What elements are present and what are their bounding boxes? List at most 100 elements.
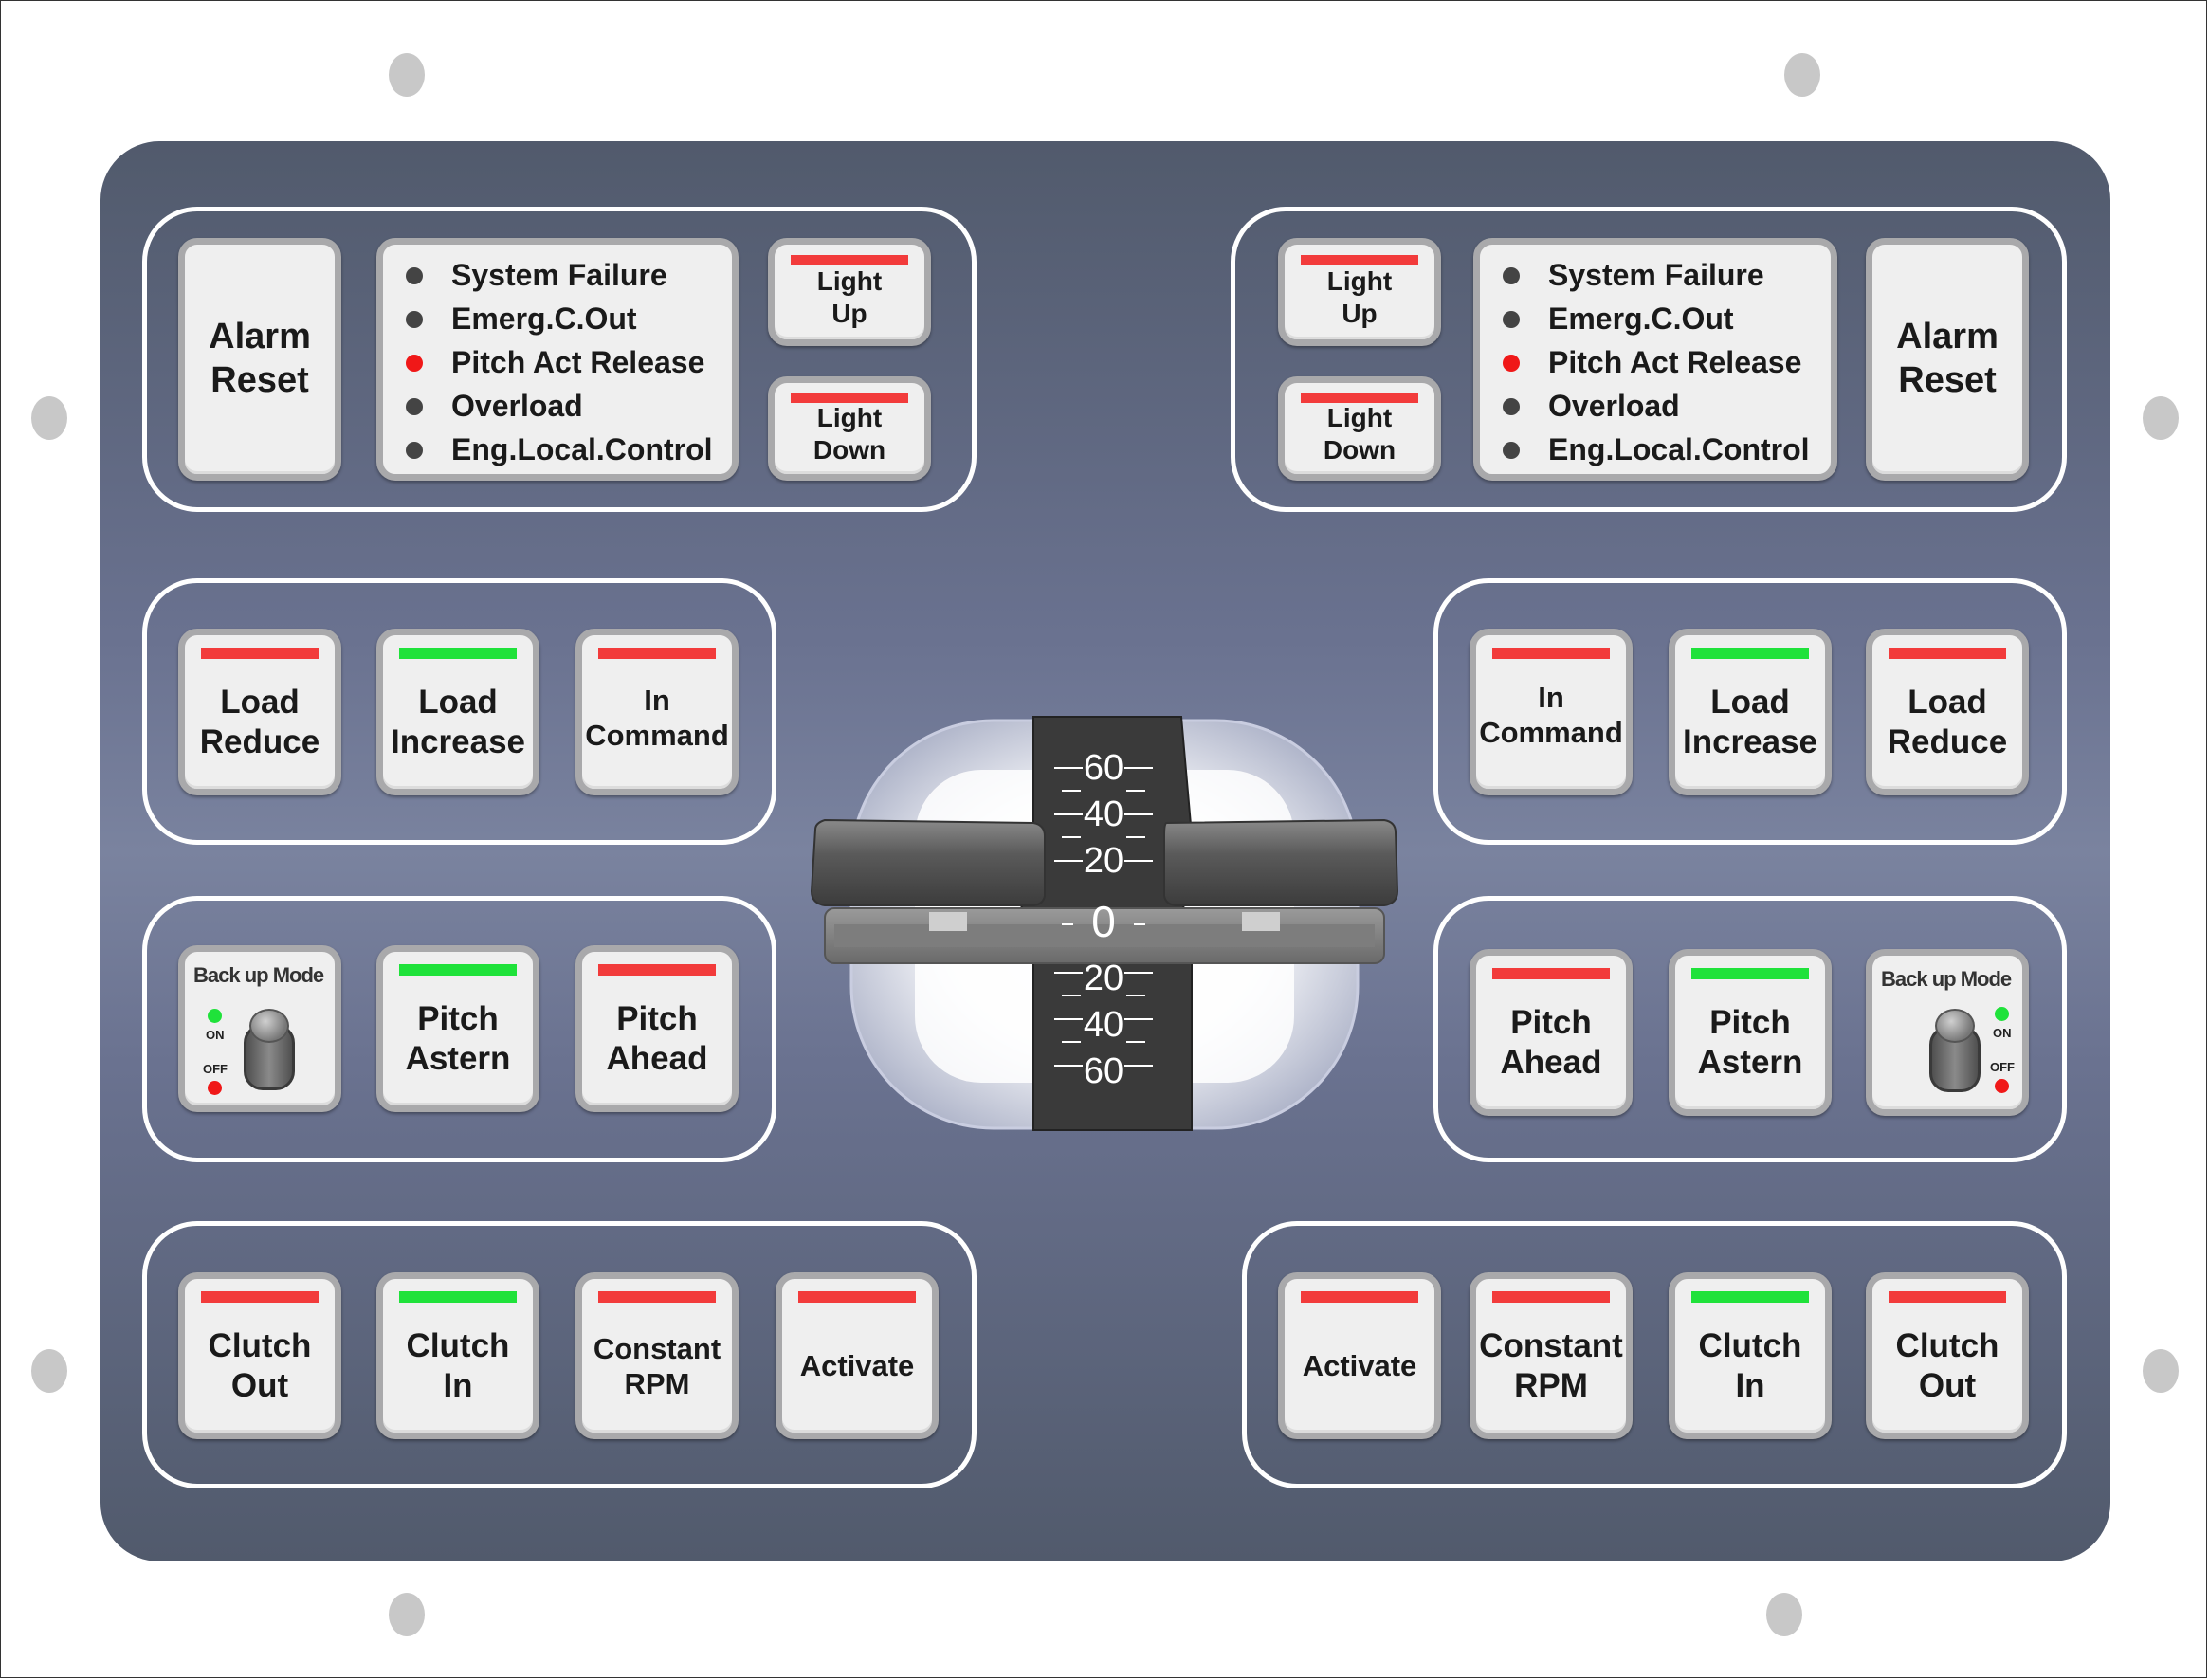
indicator-dot <box>406 397 423 415</box>
left-pitch-astern-button[interactable]: Pitch Astern <box>376 945 539 1112</box>
left-in-command-label: In Command <box>585 683 729 752</box>
backup-mode-title: Back up Mode <box>193 963 324 987</box>
indicator-dot <box>1503 310 1520 328</box>
mount-hole <box>389 53 425 97</box>
left-in-command-button[interactable]: In Command <box>575 629 739 795</box>
indicator-bar <box>1691 1291 1809 1303</box>
right-pitch-ahead-button[interactable]: Pitch Ahead <box>1470 949 1633 1116</box>
right-clutch-group <box>1242 1221 2067 1488</box>
left-load-reduce-label: Load Reduce <box>199 684 320 760</box>
on-label: ON <box>206 1028 225 1042</box>
right-alarm-group <box>1231 207 2067 512</box>
left-pitch-ahead-label: Pitch Ahead <box>606 1000 708 1077</box>
alarm-label: Overload <box>451 389 583 423</box>
indicator-dot <box>1503 441 1520 459</box>
scale-label-astern-60: 60 <box>1084 1051 1123 1091</box>
pitch-lever-control[interactable]: 60 40 20 0 20 40 60 <box>806 711 1403 1138</box>
right-alarm-system-failure: System Failure <box>1503 258 1764 293</box>
right-pitch-ahead-label: Pitch Ahead <box>1500 1004 1602 1081</box>
toggle-switch-knob[interactable] <box>1935 1009 1975 1043</box>
right-alarm-list: System Failure Emerg.C.Out Pitch Act Rel… <box>1473 238 1837 481</box>
right-activate-label: Activate <box>1302 1349 1417 1383</box>
right-load-reduce-label: Load Reduce <box>1887 684 2008 760</box>
left-alarm-group <box>142 207 977 512</box>
indicator-bar <box>1301 1291 1418 1303</box>
indicator-bar <box>399 648 517 659</box>
left-constant-rpm-button[interactable]: Constant RPM <box>575 1272 739 1439</box>
right-in-command-button[interactable]: In Command <box>1470 629 1633 795</box>
left-alarm-eng-local-control: Eng.Local.Control <box>406 432 713 467</box>
right-clutch-out-label: Clutch Out <box>1895 1327 1999 1404</box>
mount-hole <box>1784 53 1820 97</box>
indicator-bar <box>1492 1291 1610 1303</box>
alarm-label: Pitch Act Release <box>451 345 705 379</box>
right-light-down-button[interactable]: Light Down <box>1278 376 1441 481</box>
toggle-switch-body[interactable] <box>1929 1026 1981 1092</box>
left-clutch-in-button[interactable]: Clutch In <box>376 1272 539 1439</box>
on-indicator <box>208 1009 222 1023</box>
left-alarm-reset-button[interactable]: Alarm Reset <box>178 238 341 481</box>
mount-hole <box>389 1593 425 1636</box>
left-activate-button[interactable]: Activate <box>776 1272 939 1439</box>
toggle-switch-knob[interactable] <box>249 1009 289 1043</box>
lever-base-shadow <box>834 924 1375 947</box>
alarm-label: System Failure <box>1548 258 1764 292</box>
lever-slot <box>1242 912 1280 931</box>
left-clutch-out-label: Clutch Out <box>208 1327 312 1404</box>
left-load-reduce-button[interactable]: Load Reduce <box>178 629 341 795</box>
left-load-increase-label: Load Increase <box>390 684 526 760</box>
left-light-down-button[interactable]: Light Down <box>768 376 931 481</box>
right-load-increase-button[interactable]: Load Increase <box>1669 629 1832 795</box>
right-light-up-button[interactable]: Light Up <box>1278 238 1441 346</box>
right-load-group <box>1433 578 2067 845</box>
indicator-dot-active <box>1503 354 1520 372</box>
on-label: ON <box>1993 1026 2012 1040</box>
right-clutch-out-button[interactable]: Clutch Out <box>1866 1272 2029 1439</box>
left-light-up-button[interactable]: Light Up <box>768 238 931 346</box>
off-label: OFF <box>1990 1060 2015 1074</box>
left-alarm-overload: Overload <box>406 389 583 424</box>
indicator-bar <box>201 1291 319 1303</box>
left-alarm-system-failure: System Failure <box>406 258 667 293</box>
right-backup-mode-switch[interactable]: Back up Mode ON OFF <box>1866 949 2029 1116</box>
left-alarm-reset-label: Alarm Reset <box>209 317 311 400</box>
right-activate-button[interactable]: Activate <box>1278 1272 1441 1439</box>
alarm-label: Eng.Local.Control <box>451 432 713 466</box>
scale-label-ahead-40: 40 <box>1084 794 1123 834</box>
right-alarm-emerg-c-out: Emerg.C.Out <box>1503 301 1734 337</box>
off-indicator <box>208 1081 222 1095</box>
indicator-bar <box>1301 255 1418 265</box>
left-pitch-group <box>142 896 776 1162</box>
right-pitch-group <box>1433 896 2067 1162</box>
indicator-dot <box>406 441 423 459</box>
left-clutch-out-button[interactable]: Clutch Out <box>178 1272 341 1439</box>
indicator-bar <box>1691 968 1809 979</box>
lever-slot <box>929 912 967 931</box>
indicator-bar <box>1492 968 1610 979</box>
indicator-bar <box>1889 1291 2006 1303</box>
alarm-label: Eng.Local.Control <box>1548 432 1810 466</box>
right-clutch-in-button[interactable]: Clutch In <box>1669 1272 1832 1439</box>
indicator-bar <box>598 648 716 659</box>
indicator-bar <box>1301 393 1418 403</box>
left-light-up-label: Light Up <box>816 266 883 328</box>
indicator-bar <box>1889 648 2006 659</box>
lever-handle-right[interactable] <box>1163 818 1399 906</box>
left-backup-mode-switch[interactable]: Back up Mode ON OFF <box>178 945 341 1112</box>
alarm-label: Pitch Act Release <box>1548 345 1802 379</box>
left-pitch-astern-label: Pitch Astern <box>405 1000 511 1077</box>
right-alarm-pitch-act-release: Pitch Act Release <box>1503 345 1801 380</box>
indicator-bar <box>201 648 319 659</box>
left-pitch-ahead-button[interactable]: Pitch Ahead <box>575 945 739 1112</box>
indicator-bar <box>399 964 517 976</box>
mount-hole <box>2143 1349 2179 1393</box>
left-load-increase-button[interactable]: Load Increase <box>376 629 539 795</box>
right-pitch-astern-button[interactable]: Pitch Astern <box>1669 949 1832 1116</box>
scale-label-zero: 0 <box>1091 897 1116 946</box>
right-load-reduce-button[interactable]: Load Reduce <box>1866 629 2029 795</box>
right-constant-rpm-button[interactable]: Constant RPM <box>1470 1272 1633 1439</box>
lever-handle-left[interactable] <box>810 818 1046 906</box>
right-alarm-overload: Overload <box>1503 389 1680 424</box>
right-alarm-reset-button[interactable]: Alarm Reset <box>1866 238 2029 481</box>
indicator-dot <box>406 266 423 284</box>
